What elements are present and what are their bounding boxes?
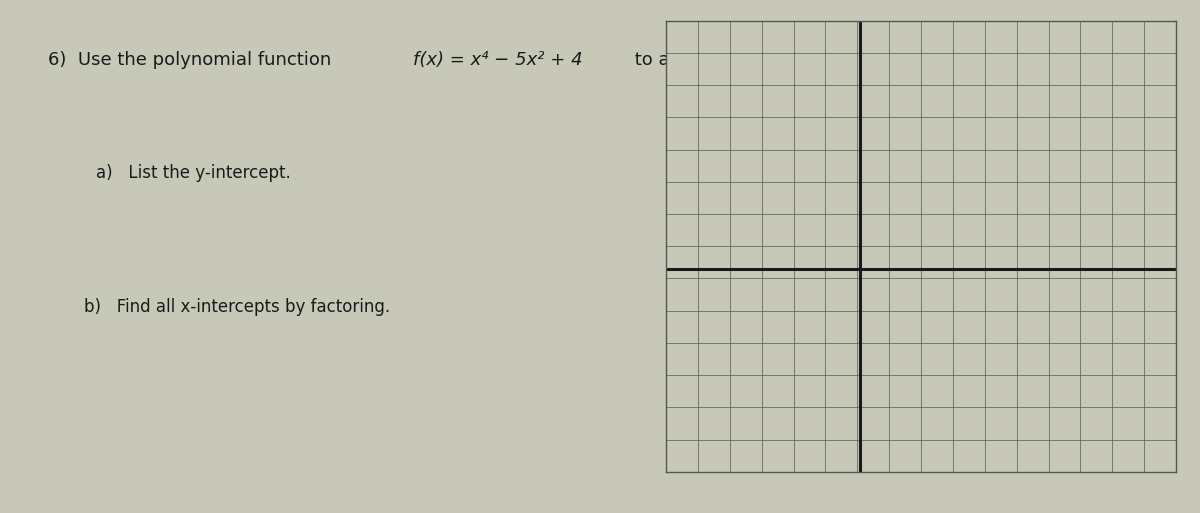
Text: a)   List the y-intercept.: a) List the y-intercept.: [96, 164, 290, 182]
Text: b)   Find all x-intercepts by factoring.: b) Find all x-intercepts by factoring.: [84, 298, 390, 315]
Text: to answer the questions below.: to answer the questions below.: [629, 51, 916, 69]
Text: f(x) = x⁴ − 5x² + 4: f(x) = x⁴ − 5x² + 4: [413, 51, 582, 69]
Text: 6)  Use the polynomial function: 6) Use the polynomial function: [48, 51, 337, 69]
